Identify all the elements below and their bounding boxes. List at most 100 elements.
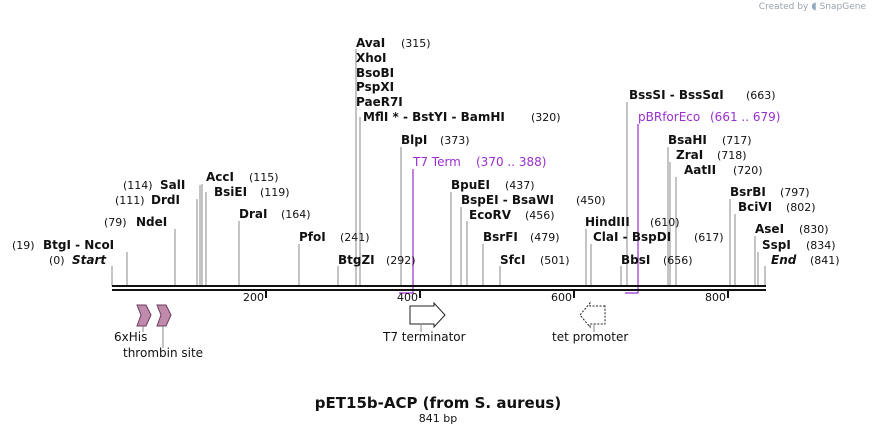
site-label-bsrbi[interactable]: BsrBI	[730, 185, 766, 199]
site-label-bspei-group[interactable]: BspEI - BsaWI	[461, 193, 554, 207]
site-pos-bsrfi: (479)	[530, 231, 560, 244]
site-label-start: Start	[72, 253, 107, 267]
feature-label-tet-promoter[interactable]: tet promoter	[552, 330, 628, 344]
site-pos-hindiii: (610)	[650, 216, 680, 229]
site-pos-avai: (315)	[401, 37, 431, 50]
site-label-mfli[interactable]: MflI *	[363, 110, 399, 124]
site-label-sfci[interactable]: SfcI	[500, 253, 525, 267]
site-pos-bpuei: (437)	[505, 179, 535, 192]
site-label-acci[interactable]: AccI	[206, 170, 234, 184]
site-pos-sfci: (501)	[540, 254, 570, 267]
site-label-drdi[interactable]: DrdI	[151, 193, 180, 207]
sequence-backbone	[112, 285, 766, 291]
site-label-paer7i[interactable]: PaeR7I	[356, 95, 403, 109]
site-pos-clai: (617)	[694, 231, 724, 244]
site-pos-pfoi: (241)	[340, 231, 370, 244]
site-label-pspxi[interactable]: PspXI	[356, 80, 394, 94]
primer-label-t7-term[interactable]: T7 Term	[412, 155, 461, 169]
site-label-ncoi[interactable]: NcoI	[84, 238, 114, 252]
site-label-bsiei[interactable]: BsiEI	[214, 185, 247, 199]
site-label-bbsi[interactable]: BbsI	[621, 253, 650, 267]
site-label-asei[interactable]: AseI	[755, 222, 784, 236]
site-pos-bsrbi: (797)	[780, 186, 810, 199]
site-pos-ecorv: (456)	[525, 209, 555, 222]
site-label-bamhi[interactable]: BamHI	[461, 110, 505, 124]
credit-brand: SnapGene	[819, 1, 866, 12]
site-pos-end: (841)	[810, 254, 840, 267]
site-pos-bcivi: (802)	[786, 201, 816, 214]
site-label-bsssi-group[interactable]: BssSI - BssSαI	[629, 88, 724, 102]
site-label-ecorv[interactable]: EcoRV	[469, 208, 512, 222]
feature-label-t7-terminator[interactable]: T7 terminator	[382, 330, 466, 344]
tick-label-400: 400	[397, 291, 418, 304]
site-label-clai[interactable]: ClaI	[593, 230, 618, 244]
primer-markers	[399, 124, 639, 294]
site-label-bcivi[interactable]: BciVI	[738, 200, 772, 214]
site-pos-btgi: (19)	[12, 239, 35, 252]
tick-label-200: 200	[243, 291, 264, 304]
site-label-btgi[interactable]: BtgI	[43, 238, 71, 252]
site-label-bssssi[interactable]: BssSαI	[679, 88, 724, 102]
primer-label-pbrforeco[interactable]: pBRforEco	[638, 110, 700, 124]
site-label-blpi[interactable]: BlpI	[401, 133, 427, 147]
map-title: pET15b-ACP (from S. aureus)	[315, 394, 561, 412]
site-label-bsssi[interactable]: BssSI	[629, 88, 666, 102]
site-label-bsobi[interactable]: BsoBI	[356, 66, 394, 80]
snapgene-logo-icon: ◖	[811, 1, 817, 12]
tet-promoter-feature-arrow[interactable]	[579, 301, 606, 329]
site-label-ndei[interactable]: NdeI	[136, 215, 167, 229]
site-label-avai[interactable]: AvaI	[356, 36, 385, 50]
site-pos-btgzi: (292)	[386, 254, 416, 267]
site-label-zrai[interactable]: ZraI	[676, 148, 703, 162]
site-label-end: End	[771, 253, 797, 267]
credit-text: Created by	[758, 1, 809, 12]
site-pos-bspei: (450)	[576, 194, 606, 207]
site-pos-aatii: (720)	[733, 164, 763, 177]
site-label-clai-group[interactable]: ClaI - BspDI	[593, 230, 671, 244]
t7-terminator-feature-arrow[interactable]	[409, 301, 446, 329]
site-pos-acci: (115)	[249, 171, 279, 184]
site-pos-drai: (164)	[281, 208, 311, 221]
site-label-xhoi[interactable]: XhoI	[356, 51, 387, 65]
site-label-bsrfi[interactable]: BsrFI	[483, 230, 518, 244]
site-pos-bsahi: (717)	[722, 134, 752, 147]
site-label-btgi-group[interactable]: BtgI - NcoI	[43, 238, 114, 252]
site-pos-blpi: (373)	[440, 134, 470, 147]
site-pos-sspi: (834)	[806, 239, 836, 252]
site-pos-bbsi: (656)	[663, 254, 693, 267]
site-pos-bsiei: (119)	[260, 186, 290, 199]
site-label-bspdi[interactable]: BspDI	[632, 230, 671, 244]
6xhis-feature-arrow[interactable]	[136, 304, 152, 327]
tick-label-800: 800	[705, 291, 726, 304]
site-label-bstyi[interactable]: BstYI	[412, 110, 447, 124]
site-pos-asei: (830)	[799, 223, 829, 236]
site-label-bspei[interactable]: BspEI	[461, 193, 499, 207]
site-pos-ndei: (79)	[104, 216, 127, 229]
site-label-aatii[interactable]: AatII	[684, 163, 716, 177]
site-pos-drdi: (111)	[115, 194, 145, 207]
thrombin-site-feature-arrow[interactable]	[156, 304, 172, 327]
site-label-bsahi[interactable]: BsaHI	[668, 133, 707, 147]
site-label-sspi[interactable]: SspI	[762, 238, 791, 252]
site-pos-sali: (114)	[123, 179, 153, 192]
site-label-hindiii[interactable]: HindIII	[585, 215, 630, 229]
site-label-pfoi[interactable]: PfoI	[299, 230, 326, 244]
site-label-bsawi[interactable]: BsaWI	[512, 193, 554, 207]
t7-term-primer-marker[interactable]	[399, 169, 414, 294]
primer-range-t7-term: (370 .. 388)	[476, 155, 546, 169]
feature-label-6xhis[interactable]: 6xHis	[114, 330, 147, 344]
site-connector-lines	[111, 49, 766, 286]
primer-range-pbrforeco: (661 .. 679)	[710, 110, 780, 124]
site-label-bpuei[interactable]: BpuEI	[451, 178, 490, 192]
tick-label-600: 600	[551, 291, 572, 304]
snapgene-credit: Created by ◖ SnapGene	[759, 1, 866, 12]
site-pos-start: (0)	[49, 254, 65, 267]
site-label-mfli-group[interactable]: MflI * - BstYI - BamHI	[363, 110, 505, 124]
site-label-drai[interactable]: DraI	[239, 207, 267, 221]
pbrforeco-primer-marker[interactable]	[625, 124, 639, 294]
site-label-btgzi[interactable]: BtgZI	[338, 253, 375, 267]
site-label-sali[interactable]: SalI	[160, 178, 185, 192]
site-pos-bsssi: (663)	[746, 89, 776, 102]
feature-label-thrombin-site[interactable]: thrombin site	[123, 346, 203, 360]
